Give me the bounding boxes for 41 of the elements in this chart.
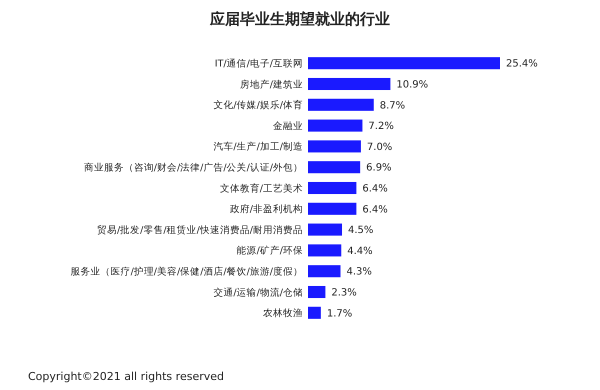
data-label: 6.4%: [362, 184, 388, 194]
bar: [308, 286, 326, 298]
y-tick-label: 汽车/生产/加工/制造: [213, 140, 303, 153]
bar: [308, 57, 500, 70]
data-label: 8.7%: [380, 100, 406, 112]
bar: [308, 98, 374, 111]
data-label: 6.4%: [362, 204, 388, 216]
bar: [308, 224, 342, 236]
bar: [308, 140, 361, 152]
data-label: 2.3%: [331, 288, 357, 299]
y-tick-label: 服务业（医疗/护理/美容/保健/酒店/餐饮/旅游/度假）: [70, 266, 303, 278]
y-tick-label: 交通/运输/物流/仓储: [213, 286, 303, 298]
data-label: 4.4%: [347, 246, 373, 257]
data-label: 4.5%: [348, 225, 374, 236]
bar: [308, 182, 356, 194]
y-tick-label: 房地产/建筑业: [240, 78, 303, 90]
data-label: 4.3%: [346, 266, 372, 278]
data-label: 25.4%: [506, 58, 538, 70]
bar: [308, 120, 362, 132]
y-tick-label: 贸易/批发/零售/租赁业/快速消费品/耐用消费品: [96, 224, 303, 236]
y-tick-label: 农林牧渔: [263, 307, 303, 320]
data-label: 7.2%: [368, 121, 394, 132]
bar: [308, 161, 360, 174]
data-label: 1.7%: [326, 308, 352, 320]
bar: [308, 265, 341, 278]
data-label: 7.0%: [366, 142, 392, 153]
y-tick-label: 商业服务（咨询/财会/法律/广告/公关/认证/外包）: [84, 162, 303, 174]
y-tick-label: 能源/矿产/环保: [236, 244, 303, 257]
chart-title: 应届毕业生期望就业的行业: [209, 10, 390, 28]
y-tick-label: IT/通信/电子/互联网: [214, 58, 303, 70]
y-tick-label: 金融业: [273, 120, 303, 132]
data-label: 6.9%: [366, 162, 392, 174]
data-label: 10.9%: [396, 79, 428, 90]
bar: [308, 202, 356, 215]
text: Copyright©2021 all rights reserved: [28, 370, 224, 383]
y-tick-label: 文体教育/工艺美术: [220, 182, 303, 194]
bar: [308, 78, 390, 90]
y-tick-label: 政府/非盈利机构: [230, 203, 303, 216]
y-tick-label: 文化/传媒/娱乐/体育: [213, 99, 303, 112]
bar: [308, 306, 321, 319]
bar: [308, 244, 342, 256]
